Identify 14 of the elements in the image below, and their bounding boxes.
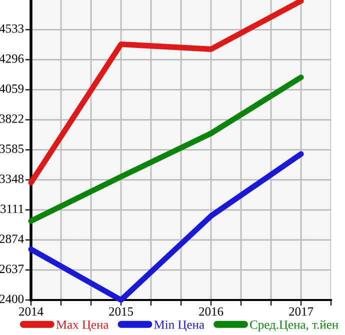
legend-label: Max Цена xyxy=(56,320,109,332)
x-tick-label: 2014 xyxy=(19,307,44,316)
y-tick-label: 2400 xyxy=(0,294,24,304)
y-tick-label: 3822 xyxy=(0,114,24,123)
y-tick-label: 2874 xyxy=(0,234,24,244)
y-tick-label: 2637 xyxy=(0,264,24,274)
y-tick-label: 3585 xyxy=(0,144,24,153)
x-tick-label: 2016 xyxy=(199,307,224,316)
legend-label: Сред.Цена, т.йен xyxy=(250,320,338,332)
x-tick-label: 2015 xyxy=(109,307,134,316)
y-tick-label: 3348 xyxy=(0,174,24,183)
y-tick-label: 3111 xyxy=(0,204,24,214)
x-tick-label: 2017 xyxy=(289,307,314,316)
legend-label: Min Цена xyxy=(154,320,204,332)
